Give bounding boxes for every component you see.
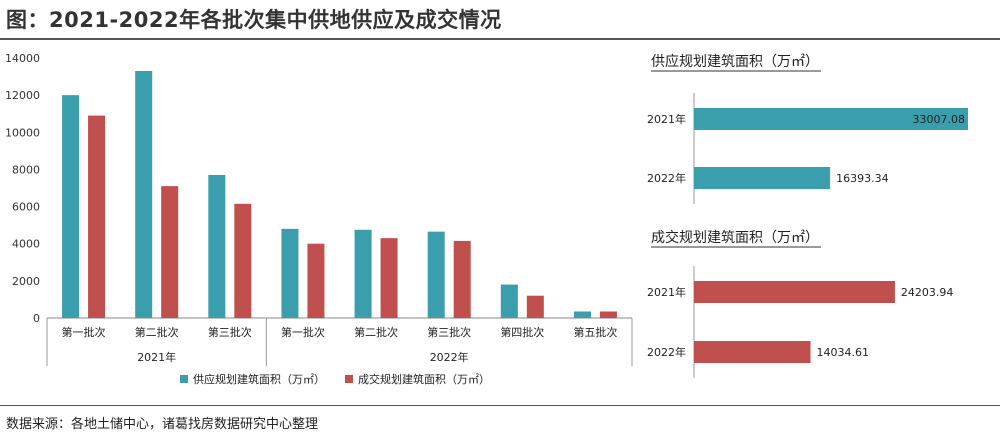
side-bar <box>694 167 831 189</box>
side-value-label: 14034.61 <box>817 346 870 359</box>
footer-divider <box>0 405 1000 406</box>
side-category-label: 2021年 <box>647 112 686 126</box>
bar-supply <box>135 71 153 318</box>
y-tick-label: 12000 <box>5 89 40 102</box>
bar-supply <box>208 175 226 318</box>
bar-deal <box>234 203 252 318</box>
x-tick-label: 第二批次 <box>135 325 179 339</box>
x-tick-label: 第四批次 <box>500 325 544 339</box>
side-chart-title: 成交规划建筑面积（万㎡） <box>651 229 819 246</box>
title-divider <box>0 38 1000 40</box>
y-tick-label: 10000 <box>5 126 40 139</box>
group-label: 2022年 <box>430 350 469 364</box>
source-note: 数据来源：各地土储中心，诸葛找房数据研究中心整理 <box>6 417 319 432</box>
x-tick-label: 第三批次 <box>427 325 471 339</box>
bar-supply <box>500 284 518 318</box>
side-chart-title: 供应规划建筑面积（万㎡） <box>651 53 819 70</box>
y-tick-label: 2000 <box>12 275 40 288</box>
side-bar <box>694 108 968 130</box>
x-tick-label: 第三批次 <box>208 325 252 339</box>
x-tick-label: 第二批次 <box>354 325 398 339</box>
group-label: 2021年 <box>137 350 176 364</box>
y-tick-label: 0 <box>33 312 40 325</box>
side-bar <box>694 341 811 363</box>
x-tick-label: 第一批次 <box>62 325 106 339</box>
side-value-label: 33007.08 <box>913 113 966 126</box>
side-value-label: 16393.34 <box>836 172 889 185</box>
y-tick-label: 14000 <box>5 52 40 65</box>
y-tick-label: 6000 <box>12 201 40 214</box>
bar-deal <box>526 295 544 318</box>
side-value-label: 24203.94 <box>901 286 954 299</box>
legend-swatch <box>345 375 353 383</box>
side-category-label: 2022年 <box>647 171 686 185</box>
bar-supply <box>354 229 372 318</box>
page-title: 图：2021-2022年各批次集中供地供应及成交情况 <box>6 8 502 32</box>
bar-deal <box>380 238 398 318</box>
y-tick-label: 4000 <box>12 238 40 251</box>
side-category-label: 2022年 <box>647 345 686 359</box>
main-chart: 0 2000 4000 6000 8000 10000 12000 14000 第一批次 第二批次… <box>5 52 968 386</box>
legend-label: 供应规划建筑面积（万㎡） <box>193 372 325 386</box>
bar-supply <box>573 311 591 318</box>
legend-label: 成交规划建筑面积（万㎡） <box>358 372 490 386</box>
bar-deal <box>599 311 617 318</box>
bar-deal <box>161 186 179 318</box>
bar-deal <box>88 115 106 318</box>
legend-swatch <box>180 375 188 383</box>
bar-supply <box>281 228 299 318</box>
main-chart-legend: 供应规划建筑面积（万㎡） 成交规划建筑面积（万㎡） <box>180 372 490 386</box>
y-tick-label: 8000 <box>12 163 40 176</box>
side-bar <box>694 281 895 303</box>
bar-deal <box>307 243 325 318</box>
side-category-label: 2021年 <box>647 285 686 299</box>
bar-supply <box>427 231 445 318</box>
x-tick-label: 第一批次 <box>281 325 325 339</box>
bar-deal <box>453 240 471 318</box>
side-charts: 供应规划建筑面积（万㎡） 2021年 33007.08 2022年 16393.34 成交… <box>647 53 968 378</box>
main-chart-bars <box>62 71 617 318</box>
x-tick-label: 第五批次 <box>573 325 617 339</box>
bar-supply <box>62 95 80 318</box>
